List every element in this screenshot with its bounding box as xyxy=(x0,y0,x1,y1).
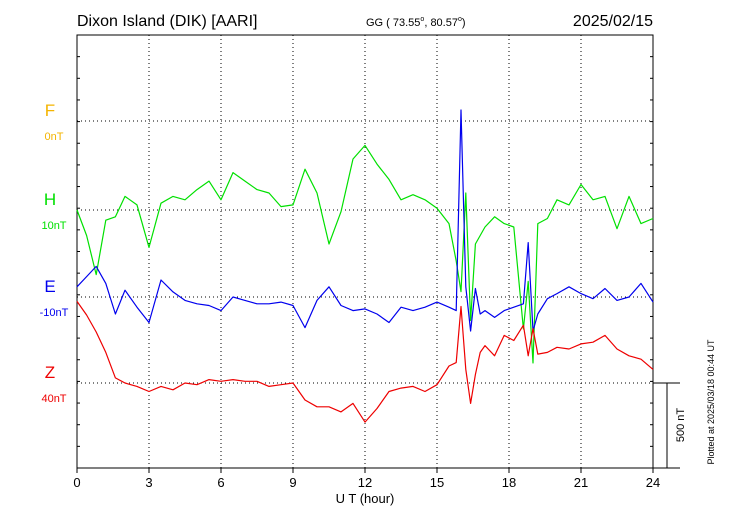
x-tick-label: 12 xyxy=(358,475,372,490)
series-name-f: F xyxy=(45,101,55,120)
coords-lon: , 80.57 xyxy=(424,17,458,29)
grid xyxy=(77,34,653,469)
series-offset-f: 0nT xyxy=(45,131,64,143)
series-offset-e: -10nT xyxy=(40,307,69,319)
plot-date: 2025/02/15 xyxy=(573,13,653,30)
deg-lon: o xyxy=(458,16,462,23)
x-tick-label: 24 xyxy=(646,475,660,490)
scale-bar-label: 500 nT xyxy=(675,408,687,443)
station-coords: GG ( 73.55o, 80.57o) xyxy=(366,16,466,29)
series-group xyxy=(76,109,654,423)
coords-end: ) xyxy=(462,17,466,29)
coords-lat: GG ( 73.55 xyxy=(366,17,420,29)
component-labels: F 0nT H 10nT E -10nT Z 40nT xyxy=(40,101,69,405)
x-tick-label: 9 xyxy=(289,475,296,490)
x-tick-label: 6 xyxy=(217,475,224,490)
x-tick-label: 18 xyxy=(502,475,516,490)
series-offset-h: 10nT xyxy=(41,220,66,232)
x-tick-label: 0 xyxy=(73,475,80,490)
series-offset-z: 40nT xyxy=(41,393,66,405)
station-title: Dixon Island (DIK) [AARI] xyxy=(77,13,258,30)
deg-lat: o xyxy=(420,16,424,23)
series-name-h: H xyxy=(44,190,56,209)
series-line-h xyxy=(76,144,654,364)
series-name-z: Z xyxy=(45,363,55,382)
series-line-e xyxy=(76,109,654,332)
series-name-e: E xyxy=(44,277,55,296)
plotted-note: Plotted at 2025/03/18 00:44 UT xyxy=(706,339,716,465)
series-line-z xyxy=(76,301,654,423)
x-axis-label: U T (hour) xyxy=(336,491,395,506)
x-tick-label: 3 xyxy=(145,475,152,490)
x-axis-ticks: 0 3 6 9 12 15 18 21 24 xyxy=(73,468,660,490)
x-tick-label: 15 xyxy=(430,475,444,490)
x-tick-label: 21 xyxy=(574,475,588,490)
